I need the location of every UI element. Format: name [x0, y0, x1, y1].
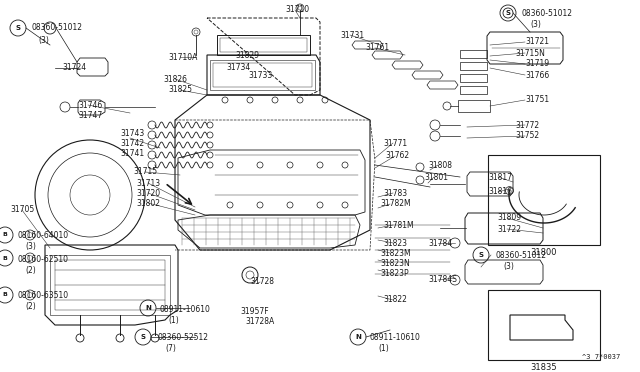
Text: 08160-62510: 08160-62510 [17, 256, 68, 264]
Text: N: N [145, 305, 151, 311]
Text: 31825: 31825 [168, 86, 192, 94]
Text: 31829: 31829 [235, 51, 259, 60]
Text: 31823M: 31823M [380, 248, 411, 257]
Text: 31826: 31826 [163, 74, 187, 83]
Text: N: N [355, 334, 361, 340]
Text: S: S [141, 334, 145, 340]
Text: 31752: 31752 [515, 131, 539, 141]
Bar [213, 63, 312, 87]
Text: 31823P: 31823P [380, 269, 408, 278]
Text: 31766: 31766 [525, 71, 549, 80]
Text: (1): (1) [168, 317, 179, 326]
Text: (3): (3) [503, 262, 514, 270]
Text: 08360-51012: 08360-51012 [522, 9, 573, 17]
Bar [50, 255, 170, 315]
Text: 31783: 31783 [383, 189, 407, 198]
Bar [217, 35, 310, 55]
Text: (1): (1) [378, 343, 388, 353]
Text: 08160-64010: 08160-64010 [17, 231, 68, 240]
Bar [55, 260, 165, 310]
Text: (3): (3) [25, 241, 36, 250]
Text: B: B [3, 292, 8, 298]
Text: B: B [3, 256, 8, 260]
Text: 08360-51012: 08360-51012 [32, 23, 83, 32]
Bar [488, 290, 600, 360]
Text: S: S [15, 25, 20, 31]
Text: 31710: 31710 [285, 6, 309, 15]
Text: 31823N: 31823N [380, 259, 410, 267]
Text: 31715N: 31715N [515, 48, 545, 58]
Bar [210, 60, 315, 90]
Text: (7): (7) [165, 343, 176, 353]
Text: 31817: 31817 [488, 173, 512, 182]
Text: (3): (3) [38, 35, 49, 45]
Text: 08911-10610: 08911-10610 [160, 305, 211, 314]
Text: 31741: 31741 [120, 148, 144, 157]
Text: (2): (2) [25, 301, 36, 311]
Text: 31731: 31731 [340, 31, 364, 39]
Text: 31720: 31720 [136, 189, 160, 198]
Text: 08360-51012: 08360-51012 [495, 250, 546, 260]
Text: S: S [479, 252, 483, 258]
Text: 31747: 31747 [78, 112, 102, 121]
Text: 08160-63510: 08160-63510 [17, 291, 68, 299]
Text: 31705: 31705 [10, 205, 35, 215]
Text: 31728A: 31728A [245, 317, 275, 327]
Text: 31782M: 31782M [380, 199, 411, 208]
Text: 31715: 31715 [133, 167, 157, 176]
Text: 31809: 31809 [497, 214, 521, 222]
Text: 31835: 31835 [531, 363, 557, 372]
Text: 31800: 31800 [531, 248, 557, 257]
Text: 31784S: 31784S [428, 276, 457, 285]
Bar [488, 155, 600, 245]
Text: 31742: 31742 [120, 138, 144, 148]
Text: (3): (3) [530, 19, 541, 29]
Text: 31802: 31802 [136, 199, 160, 208]
Text: 31808: 31808 [428, 160, 452, 170]
Text: 31746: 31746 [78, 100, 102, 109]
Text: B: B [3, 232, 8, 237]
Text: 31816: 31816 [488, 187, 512, 196]
Text: 31721: 31721 [525, 38, 549, 46]
Text: 31957F: 31957F [240, 308, 269, 317]
Bar [220, 38, 307, 52]
Text: 31710A: 31710A [168, 52, 197, 61]
Text: 31734: 31734 [226, 64, 250, 73]
Text: 31751: 31751 [525, 96, 549, 105]
Text: 31762: 31762 [385, 151, 409, 160]
Text: 31724: 31724 [62, 64, 86, 73]
Text: 08911-10610: 08911-10610 [370, 333, 421, 341]
Text: ^3 7*0037: ^3 7*0037 [582, 354, 620, 360]
Text: 31823: 31823 [383, 238, 407, 247]
Text: 31761: 31761 [365, 44, 389, 52]
Text: 31772: 31772 [515, 121, 539, 129]
Text: 31781M: 31781M [383, 221, 413, 230]
Text: 31728: 31728 [250, 278, 274, 286]
Text: 31801: 31801 [424, 173, 448, 182]
Text: 31771: 31771 [383, 138, 407, 148]
Text: (2): (2) [25, 266, 36, 276]
Text: 31722: 31722 [497, 224, 521, 234]
Text: 31743: 31743 [120, 128, 144, 138]
Text: 31713: 31713 [136, 179, 160, 187]
Text: 31719: 31719 [525, 60, 549, 68]
Text: 31822: 31822 [383, 295, 407, 305]
Text: 31784: 31784 [428, 238, 452, 247]
Text: S: S [506, 10, 511, 16]
Text: 31733: 31733 [248, 71, 272, 80]
Text: 08360-52512: 08360-52512 [157, 333, 208, 341]
